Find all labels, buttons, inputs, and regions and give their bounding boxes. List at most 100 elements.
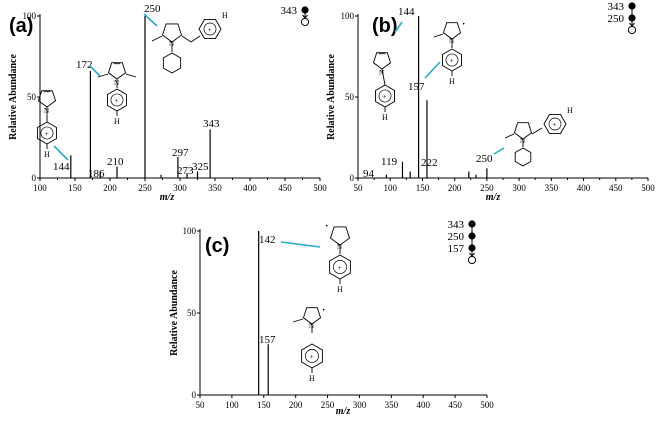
panel-c: 50 100 150 200 250 300 350 400 450 500050100m/zRe… [169,219,494,417]
x-tick-label: 50 [196,400,206,410]
x-tick-label: 400 [416,400,430,410]
charge-plus: + [45,130,49,138]
methyl-bond [292,318,304,323]
benzene-ring [329,254,351,280]
panel-label: (c) [205,235,229,257]
panel-a: 100 150 200 250 300 350 400 450 500 0 50 100 m/z Rela… [8,5,327,203]
peak-label: 250 [144,3,161,15]
methyl-bond [504,133,515,139]
nitrogen-label: N [337,243,342,251]
panel-label: (a) [9,15,33,37]
precursor-chain: 343 [281,5,310,27]
x-axis-title: m/z [486,192,501,203]
x-tick-label: 100 [225,400,239,410]
structure-144-b: N + H [372,52,395,122]
nitrogen-label: N [449,37,454,45]
x-tick-label: 400 [243,183,257,193]
structure-157-b: N · + H [433,19,465,86]
ring [329,226,351,246]
hydrogen-label: H [337,285,343,294]
phenyl-250b [514,147,532,167]
x-tick-label: 300 [173,183,187,193]
annotation-leader [280,241,321,248]
x-tick-label: 500 [641,183,655,193]
x-tick-label: 450 [448,400,462,410]
x-tick-label: 150 [257,400,271,410]
methylene-bond [531,127,543,135]
phenyl-250 [162,52,182,74]
y-axis-title: Relative Abundance [326,54,337,140]
charge-plus: + [310,353,314,361]
methylene-bond [181,35,192,43]
peak-label: 94 [363,168,375,180]
x-tick-label: 350 [208,183,222,193]
structure-250: N + H [151,11,228,74]
methyl-bond [97,73,109,78]
x-tick-label: 400 [577,183,591,193]
precursor-label: 250 [448,231,465,243]
charge-plus: + [208,26,212,34]
x-axis-title: m/z [160,192,175,203]
pyrrole-250b [513,122,533,140]
annotation-leader [89,65,101,77]
ring [198,19,222,39]
peak-label: 172 [76,59,93,71]
benzene-ring [37,121,57,145]
aromatic-circle [40,126,54,140]
methyl-bond [433,33,444,38]
benzene-ring [301,343,323,369]
peak-label: 210 [107,156,124,168]
benzene-ring [442,48,462,72]
y-tick-label: 0 [32,173,37,183]
x-tick-label: 50 [354,183,364,193]
x-tick-label: 200 [448,183,462,193]
hydrogen-label: H [309,374,315,383]
product-circle [300,17,310,27]
hydrogen-label: H [222,11,228,20]
annotation-leader [424,61,441,79]
x-tick-label: 450 [609,183,623,193]
hydrogen-label: H [449,77,455,86]
structure-144-a: N + H [37,90,57,159]
methyl-bond [125,73,137,78]
nitrogen-label: N [379,69,384,77]
structure-172: N + H [97,62,137,126]
benzene-ring [107,88,127,112]
annotation-leader [394,21,403,33]
precursor-label: 157 [448,243,465,255]
x-tick-label: 450 [278,183,292,193]
benzene-ring [375,84,395,108]
nitrogen-label: N [520,137,525,145]
pyrrole-157b [442,22,462,40]
peak-label: 222 [421,157,438,169]
ring [442,22,462,40]
peak-label: 297 [172,147,189,159]
benzyl-250 [198,19,222,39]
charge-plus: + [115,97,119,105]
aromatic-circle [378,89,392,103]
pyrrole-ring [372,52,392,70]
peak-label: 144 [53,161,70,173]
precursor-label: 343 [608,1,625,13]
hydrogen-label: H [382,113,388,122]
charge-plus: + [450,57,454,65]
y-tick-label: 0 [192,390,197,400]
ring [302,307,322,325]
peak-label: 250 [476,153,493,165]
ring [513,122,533,140]
annotation-leader [53,145,69,161]
radical-dot: · [462,19,465,30]
n-aryl-bond [381,68,386,86]
y-tick-label: 50 [27,92,37,102]
nitrogen-label: N [169,40,174,48]
x-tick-label: 250 [138,183,152,193]
x-axis-title: m/z [336,406,351,417]
aromatic-circle [110,93,124,107]
annotation-leader [493,147,505,155]
structure-250-b: N + H [504,106,573,167]
aromatic-circle [333,260,347,274]
peak-label: 142 [259,234,276,246]
y-tick-label: 50 [187,308,197,318]
